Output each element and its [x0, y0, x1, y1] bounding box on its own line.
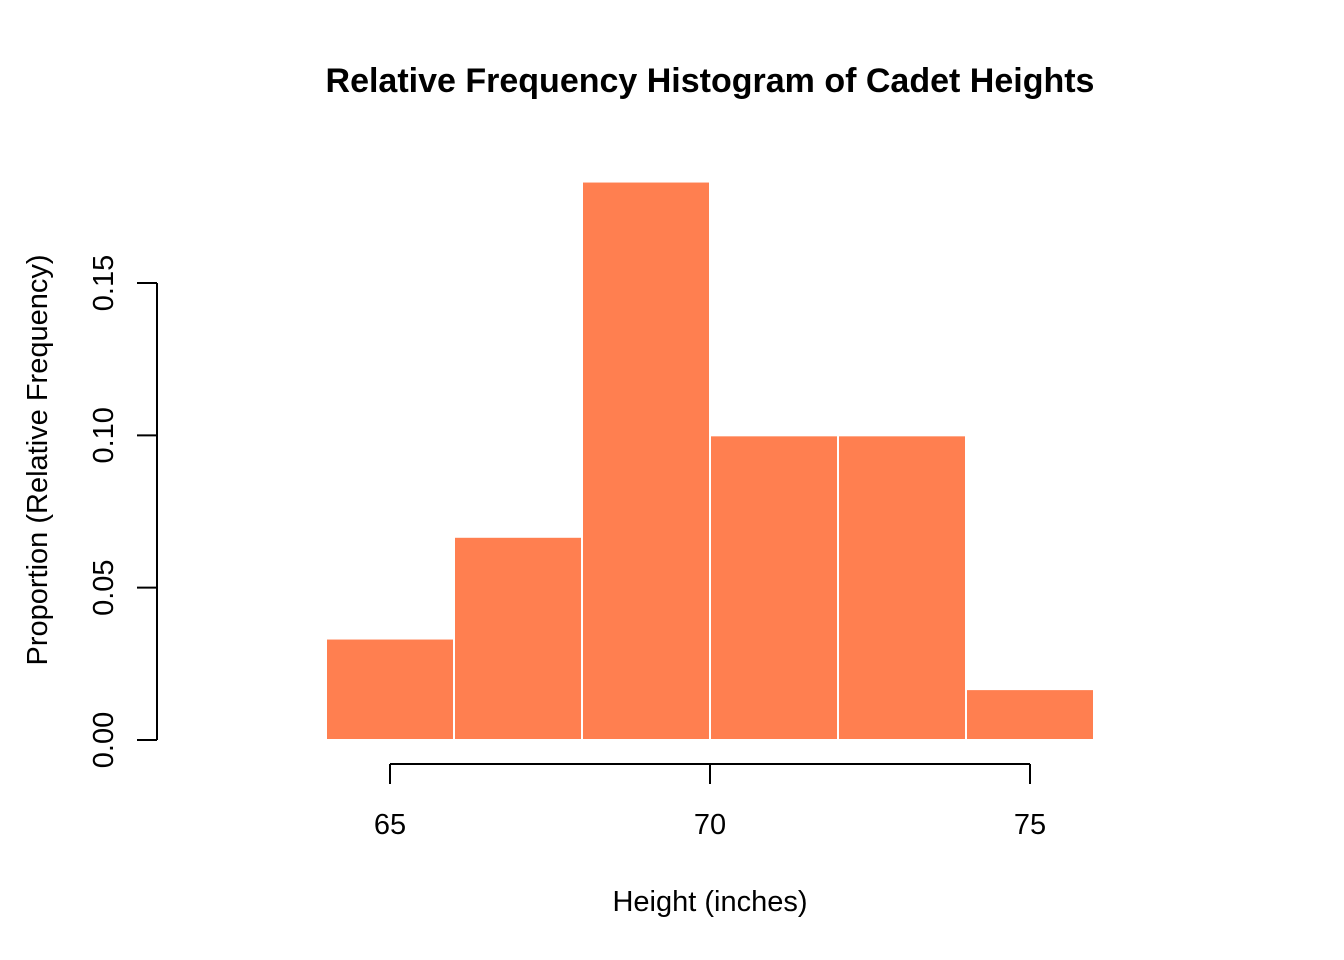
histogram-bar-1: [325, 637, 455, 742]
x-tick-label: 75: [1014, 809, 1046, 841]
histogram-bar-6: [965, 688, 1095, 741]
histogram-bar-4: [709, 434, 839, 741]
y-axis-label: Proportion (Relative Frequency): [22, 254, 54, 665]
chart-title: Relative Frequency Histogram of Cadet He…: [326, 62, 1095, 100]
y-tick-label: 0.00: [88, 712, 120, 768]
bars-group: [325, 180, 1095, 742]
histogram-bar-5: [837, 434, 967, 741]
x-tick-label: 65: [374, 809, 406, 841]
y-axis: 0.00 0.05 0.10 0.15: [88, 255, 158, 768]
x-axis: 65 70 75: [374, 763, 1046, 841]
y-tick-label: 0.15: [88, 255, 120, 311]
histogram-bar-3: [581, 180, 711, 741]
y-tick-label: 0.10: [88, 407, 120, 463]
x-tick-label: 70: [694, 809, 726, 841]
histogram-bar-2: [453, 535, 583, 742]
y-tick-label: 0.05: [88, 559, 120, 615]
x-axis-label: Height (inches): [612, 886, 807, 918]
